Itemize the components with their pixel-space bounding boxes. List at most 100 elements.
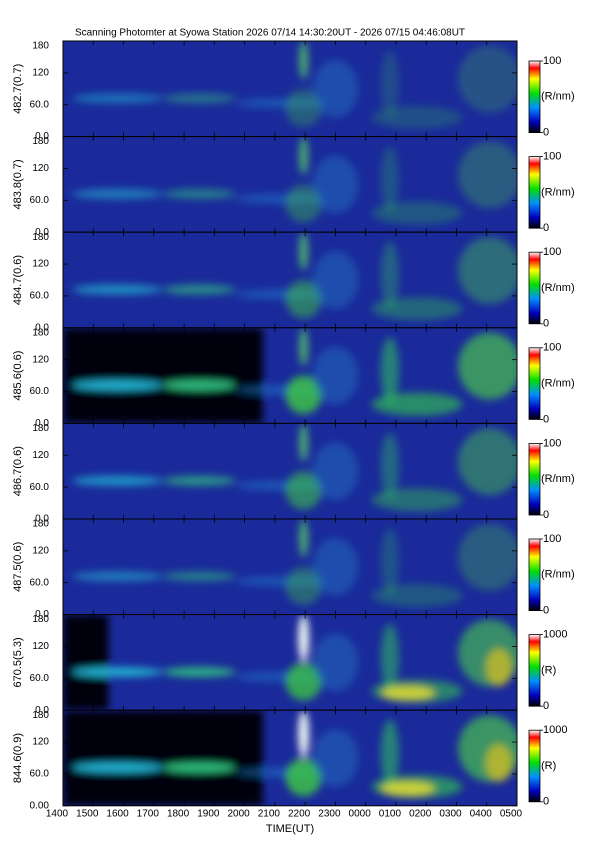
y-tick-label: 120 (32, 259, 49, 270)
y-tick-label: 180 (32, 710, 49, 721)
colorbar (528, 442, 541, 516)
texture (162, 189, 236, 199)
panel: 0.0 60.0 120 180 486.7(0.6) 0 100 (R/nm) (12, 422, 575, 525)
heatmap (63, 232, 517, 328)
y-tick-label: 0.0 (35, 514, 49, 525)
panel: 0.0 60.0 120 180 482.7(0.7) 0 100 (R/nm) (12, 40, 575, 142)
texture (298, 710, 310, 758)
texture (380, 780, 436, 797)
y-tick-label: 180 (32, 519, 49, 530)
texture (285, 184, 322, 223)
y-tick-label: 0.0 (35, 609, 49, 620)
texture (380, 528, 399, 596)
heatmap-texture (72, 232, 517, 321)
y-tick-label: 0.0 (35, 418, 49, 429)
panel: 0.0 60.0 120 180 487.5(0.6) 0 100 (R/nm) (12, 518, 575, 620)
texture (72, 667, 163, 677)
y-tick-label: 120 (32, 546, 49, 557)
colorbar (528, 538, 541, 611)
colorbar-unit: (R/nm) (541, 91, 575, 103)
texture (285, 758, 322, 797)
colorbar-tick-label: 0 (543, 318, 549, 330)
colorbar (528, 156, 541, 229)
texture (299, 327, 309, 367)
texture (380, 146, 399, 214)
heatmap (63, 41, 517, 137)
texture (485, 648, 513, 687)
texture (457, 523, 517, 591)
y-tick-label: 60.0 (30, 673, 50, 684)
texture (312, 60, 359, 118)
texture (285, 280, 322, 319)
y-axis-label: 484.7(0.6) (12, 255, 24, 305)
texture (380, 719, 399, 787)
colorbar-unit: (R/nm) (541, 378, 575, 390)
texture (285, 375, 322, 414)
y-tick-label: 120 (32, 641, 49, 652)
texture (285, 566, 322, 606)
texture (312, 538, 359, 596)
x-tick-label: 0000 (349, 808, 372, 819)
colorbar-tick-label: 0 (543, 700, 549, 712)
texture (299, 519, 309, 558)
colorbar (528, 729, 541, 803)
texture (162, 380, 236, 390)
y-tick-label: 0.0 (35, 705, 49, 716)
y-axis-label: 844.6(0.9) (12, 733, 24, 783)
texture (72, 762, 163, 773)
x-tick-label: 1700 (137, 808, 160, 819)
y-axis-label: 670.5(5.3) (12, 637, 24, 687)
dark-region (63, 327, 263, 424)
y-axis-label: 482.7(0.7) (12, 64, 24, 114)
x-axis-label: TIME(UT) (266, 823, 314, 835)
texture (72, 189, 163, 199)
heatmap-texture (72, 423, 517, 512)
texture (312, 155, 359, 214)
texture (380, 685, 436, 701)
texture (457, 428, 517, 496)
colorbar-unit: (R) (541, 760, 556, 772)
heatmap-texture (63, 710, 517, 806)
panel: 0.0 60.0 120 180 670.5(5.3) 0 1000 (R) (12, 614, 567, 716)
texture (72, 380, 163, 390)
colorbar (528, 251, 541, 325)
colorbar-unit: (R/nm) (541, 186, 575, 198)
frame (62, 709, 518, 807)
x-tick-label: 0300 (439, 808, 462, 819)
texture (299, 232, 309, 271)
y-tick-label: 180 (32, 327, 49, 338)
colorbar-tick-label: 0 (543, 796, 549, 808)
y-tick-label: 60.0 (30, 482, 50, 493)
x-tick-label: 1600 (106, 808, 129, 819)
y-tick-label: 60.0 (30, 291, 50, 302)
y-tick-label: 120 (32, 163, 49, 174)
colorbar-tick-label: 0 (543, 222, 549, 234)
texture (162, 93, 236, 104)
texture (72, 571, 163, 582)
texture (312, 251, 359, 309)
colorbar-tick-label: 100 (543, 533, 561, 545)
y-axis-label: 487.5(0.6) (12, 542, 24, 592)
y-tick-label: 120 (32, 68, 49, 79)
texture (312, 729, 359, 787)
texture (380, 241, 399, 309)
texture (162, 475, 236, 486)
colorbar-tick-label: 100 (543, 246, 561, 258)
texture (285, 88, 322, 128)
texture (72, 93, 163, 104)
texture (380, 624, 399, 692)
heatmap (63, 136, 517, 233)
colorbar (528, 347, 541, 420)
colorbar-tick-label: 0 (543, 509, 549, 521)
x-tick-label: 2100 (258, 808, 281, 819)
texture (299, 136, 309, 175)
colorbar-tick-label: 100 (543, 55, 561, 67)
texture (298, 614, 310, 663)
dark-region (63, 614, 109, 711)
x-tick-label: 0500 (500, 808, 523, 819)
colorbar-tick-label: 100 (543, 437, 561, 449)
y-tick-label: 60.0 (30, 195, 50, 206)
y-tick-label: 60.0 (30, 577, 50, 588)
y-tick-label: 60.0 (30, 386, 50, 397)
